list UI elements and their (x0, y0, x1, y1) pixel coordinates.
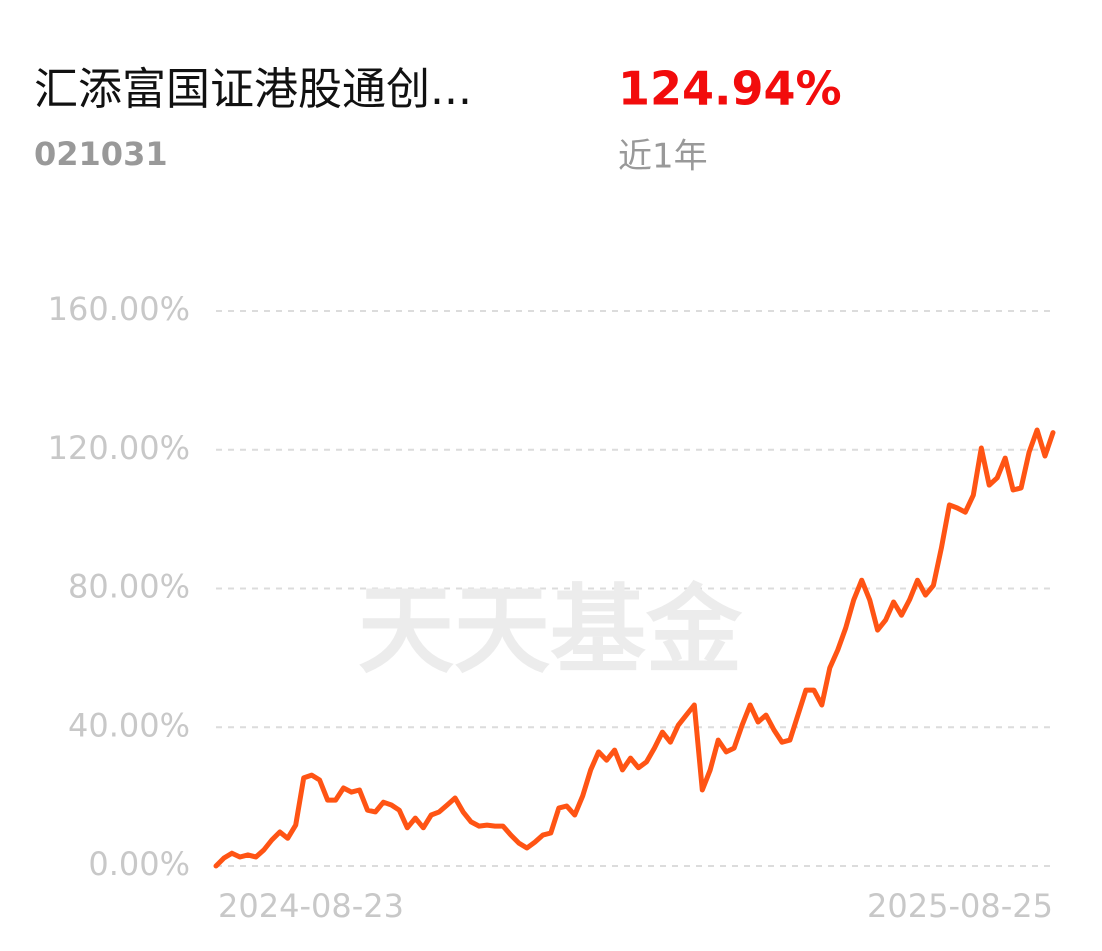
x-tick-label: 2025-08-25 (867, 887, 1053, 925)
y-tick-label: 80.00% (68, 568, 190, 606)
y-tick-label: 0.00% (88, 845, 190, 883)
fund-title: 汇添富国证港股通创... (34, 64, 472, 115)
fund-code: 021031 (34, 135, 168, 173)
x-tick-label: 2024-08-23 (218, 887, 404, 925)
y-tick-label: 40.00% (68, 706, 190, 744)
fund-line (213, 427, 1056, 869)
y-tick-label: 120.00% (48, 429, 190, 467)
return-period: 近1年 (618, 137, 708, 177)
watermark: 天天基金 (358, 574, 743, 686)
y-tick-label: 160.00% (48, 290, 190, 328)
fund-return: 124.94% (618, 62, 842, 116)
